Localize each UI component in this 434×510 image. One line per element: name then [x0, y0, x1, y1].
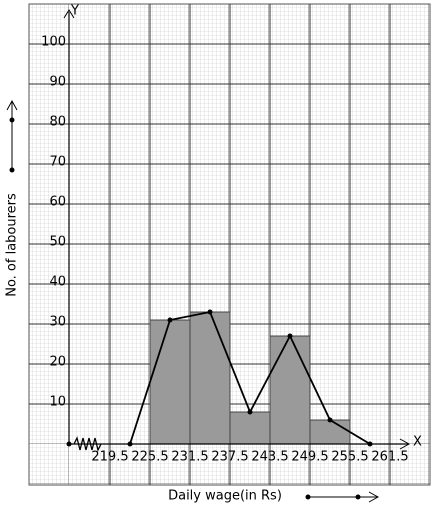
bar: [269, 335, 311, 445]
y-axis-name: Y: [70, 4, 79, 19]
polygon-point: [327, 417, 333, 423]
polygon-point: [247, 409, 253, 415]
plot-area: [29, 4, 430, 485]
x-arrow: [399, 438, 411, 450]
y-axis-title: No. of labourers: [5, 193, 20, 297]
decor-arrows: [6, 99, 380, 503]
polygon-point: [167, 317, 173, 323]
bar: [189, 311, 231, 445]
x-tick-label: 249.5: [291, 450, 328, 465]
y-tick-label: 70: [49, 155, 66, 170]
y-tick-label: 90: [49, 75, 66, 90]
y-tick-label: 50: [49, 235, 66, 250]
y-tick-label: 40: [49, 275, 66, 290]
y-tick-label: 80: [49, 115, 66, 130]
x-tick-label: 243.5: [251, 450, 288, 465]
x-tick-label: 225.5: [131, 450, 168, 465]
axis-break: [73, 436, 102, 452]
x-tick-label: 219.5: [91, 450, 128, 465]
polygon-point: [287, 333, 293, 339]
y-tick-label: 100: [41, 35, 66, 50]
x-tick-label: 231.5: [171, 450, 208, 465]
origin-dot: [66, 441, 72, 447]
y-arrow: [63, 9, 75, 19]
y-tick-label: 30: [49, 315, 66, 330]
y-tick-label: 20: [49, 355, 66, 370]
bar: [229, 411, 271, 445]
x-axis-title: Daily wage(in Rs): [168, 489, 282, 504]
y-tick-label: 10: [49, 395, 66, 410]
x-axis-name: X: [413, 435, 422, 450]
bar: [149, 319, 191, 445]
y-tick-label: 60: [49, 195, 66, 210]
x-tick-label: 255.5: [331, 450, 368, 465]
polygon-point: [207, 309, 213, 315]
bar: [309, 419, 351, 445]
x-tick-label: 261.5: [371, 450, 408, 465]
x-tick-label: 237.5: [211, 450, 248, 465]
